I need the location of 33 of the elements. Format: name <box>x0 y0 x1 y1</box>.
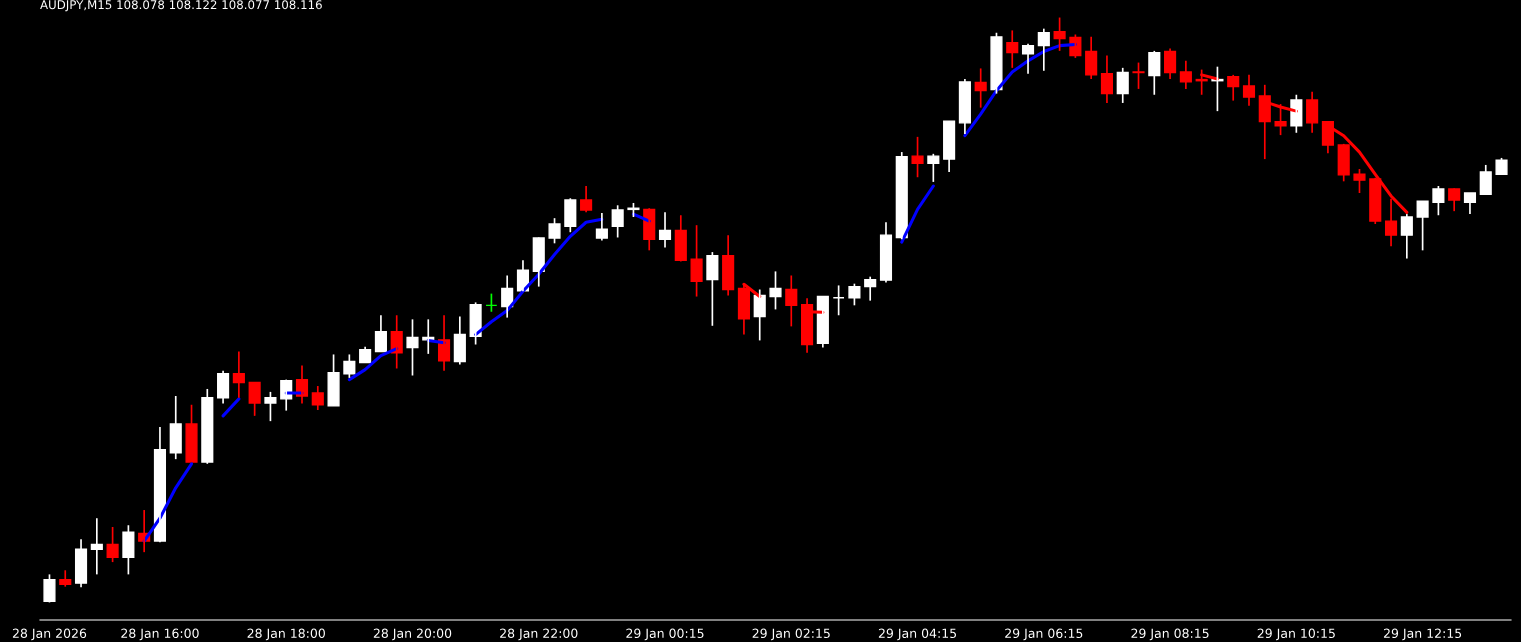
x-tick-label: 28 Jan 22:00 <box>500 628 578 641</box>
candlestick <box>485 292 498 313</box>
x-tick-label: 29 Jan 02:15 <box>752 628 830 641</box>
candlestick <box>769 270 782 311</box>
candlestick <box>1432 185 1445 217</box>
candlestick <box>927 152 940 183</box>
candlestick <box>990 31 1003 95</box>
candlestick <box>1353 168 1366 194</box>
candlestick <box>706 251 719 327</box>
candlestick <box>690 224 703 298</box>
x-tick-label: 29 Jan 04:15 <box>878 628 957 641</box>
chart-title: AUDJPY,M15 108.078 108.122 108.077 108.116 <box>40 0 322 12</box>
x-tick-label: 28 Jan 16:00 <box>121 628 199 641</box>
x-tick-label: 28 Jan 18:00 <box>247 628 325 641</box>
candlestick <box>106 526 119 563</box>
candlestick <box>832 284 845 317</box>
candlestick <box>248 381 261 417</box>
x-tick-label: 29 Jan 00:15 <box>626 628 704 641</box>
candlestick <box>264 391 277 422</box>
candlestick <box>548 217 561 245</box>
candlestick <box>1416 200 1429 252</box>
candlestick <box>911 136 924 179</box>
x-tick-label: 29 Jan 06:15 <box>1005 628 1083 641</box>
candlestick <box>43 573 56 604</box>
x-tick-label: 28 Jan 2026 <box>12 628 87 641</box>
x-tick-label: 29 Jan 08:15 <box>1131 628 1209 641</box>
candlestick <box>185 403 198 463</box>
x-tick-label: 29 Jan 10:15 <box>1257 628 1335 641</box>
candlestick <box>406 318 419 377</box>
candlestick <box>1132 61 1145 90</box>
x-tick-label: 28 Jan 20:00 <box>373 628 452 641</box>
candlestick <box>327 353 340 407</box>
x-tick-label: 29 Jan 12:15 <box>1383 628 1462 641</box>
